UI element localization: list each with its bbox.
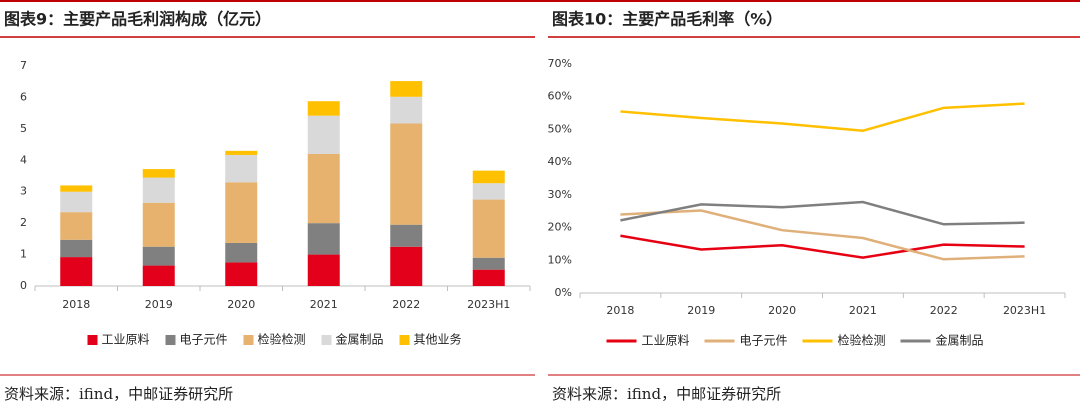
- bar-segment: [142, 265, 175, 286]
- bar-segment: [307, 115, 340, 154]
- bar-segment: [225, 242, 258, 263]
- y-tick-label: 60%: [548, 90, 572, 103]
- bar-segment: [142, 246, 175, 266]
- bar-segment: [390, 224, 423, 247]
- legend-swatch: [399, 335, 410, 345]
- chart-title: 图表10：主要产品毛利率（%）: [552, 10, 782, 29]
- bar-segment: [225, 182, 258, 243]
- bar-segment: [472, 183, 505, 200]
- bar-segment: [225, 154, 258, 183]
- legend-label: 检验检测: [258, 332, 306, 347]
- legend-swatch: [321, 335, 332, 345]
- y-tick-label: 2: [20, 216, 27, 229]
- bar-segment: [472, 170, 505, 184]
- bar-segment: [60, 239, 93, 258]
- y-tick-label: 5: [20, 122, 27, 135]
- bar-segment: [142, 169, 175, 178]
- y-tick-label: 4: [20, 153, 27, 166]
- bar-segment: [307, 254, 340, 286]
- legend-label: 电子元件: [180, 333, 228, 347]
- bar-segment: [60, 257, 93, 286]
- y-tick-label: 3: [20, 185, 27, 198]
- bar-segment: [225, 262, 258, 286]
- y-tick-label: 0%: [555, 286, 572, 299]
- x-tick-label: 2020: [227, 298, 255, 311]
- x-tick-label: 2018: [62, 298, 90, 311]
- line: [620, 102, 1025, 133]
- x-tick-label: 2021: [310, 298, 338, 311]
- x-tick-label: 2018: [606, 304, 634, 317]
- bar-segment: [60, 212, 93, 240]
- bar-segment: [225, 150, 258, 155]
- x-tick-label: 2023H1: [1003, 304, 1046, 317]
- line: [620, 200, 1025, 226]
- bar-segment: [142, 177, 175, 203]
- legend-label: 金属制品: [936, 333, 984, 348]
- legend-swatch: [87, 335, 98, 345]
- bar-segment: [472, 257, 505, 270]
- x-tick-label: 2023H1: [467, 298, 510, 311]
- source: 资料来源：ifind，中邮证券研究所: [4, 385, 233, 403]
- line: [620, 209, 1025, 261]
- bar-segment: [472, 269, 505, 286]
- legend-label: 工业原料: [102, 333, 150, 347]
- x-tick-label: 2019: [145, 298, 173, 311]
- x-tick-label: 2021: [849, 304, 877, 317]
- bar-segment: [60, 191, 93, 213]
- bar-segment: [390, 123, 423, 225]
- x-tick-label: 2022: [392, 298, 420, 311]
- chart-title: 图表9：主要产品毛利润构成（亿元）: [4, 10, 271, 29]
- bar-segment: [390, 246, 423, 286]
- bar-segment: [142, 202, 175, 247]
- bar-segment: [307, 101, 340, 116]
- source: 资料来源：ifind，中邮证券研究所: [552, 385, 781, 403]
- y-tick-label: 0: [20, 279, 27, 292]
- y-tick-label: 10%: [548, 253, 572, 266]
- x-tick-label: 2022: [930, 304, 958, 317]
- y-tick-label: 20%: [548, 221, 572, 234]
- bar-segment: [472, 199, 505, 258]
- bar-segment: [307, 223, 340, 255]
- y-tick-label: 6: [20, 90, 27, 103]
- y-tick-label: 1: [20, 248, 27, 261]
- bar-segment: [390, 96, 423, 124]
- legend-swatch: [165, 335, 176, 345]
- x-tick-label: 2020: [768, 304, 796, 317]
- x-tick-label: 2019: [687, 304, 715, 317]
- y-tick-label: 70%: [548, 57, 572, 70]
- bar-segment: [307, 154, 340, 224]
- y-tick-label: 40%: [548, 155, 572, 168]
- bar-segment: [390, 81, 423, 97]
- line: [620, 234, 1025, 259]
- legend-swatch: [243, 335, 254, 345]
- legend-label: 金属制品: [336, 332, 384, 347]
- legend-label: 工业原料: [642, 334, 690, 348]
- legend-label: 检验检测: [838, 333, 886, 348]
- legend-label: 其他业务: [414, 332, 462, 347]
- bar-segment: [60, 185, 93, 192]
- y-tick-label: 30%: [548, 188, 572, 201]
- y-tick-label: 7: [20, 59, 27, 72]
- legend-label: 电子元件: [740, 334, 788, 348]
- y-tick-label: 50%: [548, 122, 572, 135]
